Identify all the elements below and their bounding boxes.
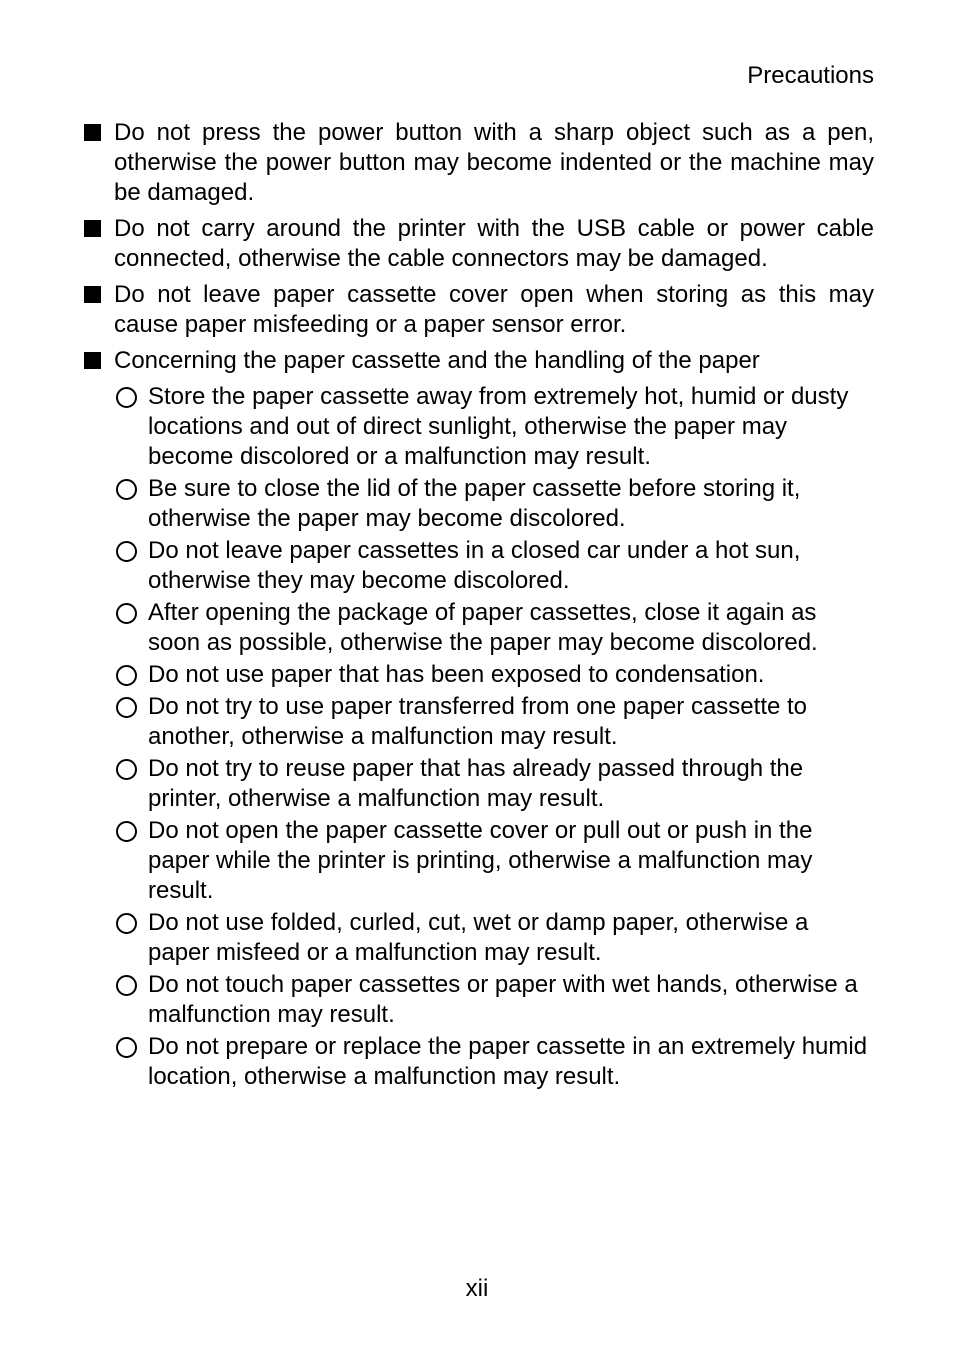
sub-list: Store the paper cassette away from extre… [114, 382, 874, 1092]
sub-list-item: Do not try to reuse paper that has alrea… [114, 754, 874, 814]
sub-item-text: Do not prepare or replace the paper cass… [148, 1033, 867, 1090]
list-item: Do not leave paper cassette cover open w… [80, 280, 874, 340]
sub-item-text: Do not try to reuse paper that has alrea… [148, 755, 803, 812]
sub-list-item: Do not try to use paper transferred from… [114, 692, 874, 752]
page-number: xii [0, 1275, 954, 1303]
sub-item-text: Do not open the paper cassette cover or … [148, 817, 812, 904]
sub-list-item: Do not leave paper cassettes in a closed… [114, 536, 874, 596]
main-list: Do not press the power button with a sha… [80, 118, 874, 1092]
page-header: Precautions [80, 62, 874, 90]
list-item-text: Do not leave paper cassette cover open w… [114, 281, 874, 338]
list-item-text: Concerning the paper cassette and the ha… [114, 347, 760, 374]
sub-item-text: Store the paper cassette away from extre… [148, 383, 848, 470]
sub-list-item: After opening the package of paper casse… [114, 598, 874, 658]
list-item-text: Do not carry around the printer with the… [114, 215, 874, 272]
sub-item-text: Do not leave paper cassettes in a closed… [148, 537, 800, 594]
sub-list-item: Do not use paper that has been exposed t… [114, 660, 874, 690]
sub-list-item: Store the paper cassette away from extre… [114, 382, 874, 472]
sub-item-text: Do not use paper that has been exposed t… [148, 661, 764, 688]
sub-item-text: Do not touch paper cassettes or paper wi… [148, 971, 858, 1028]
list-item: Do not carry around the printer with the… [80, 214, 874, 274]
sub-list-item: Do not prepare or replace the paper cass… [114, 1032, 874, 1092]
list-item: Do not press the power button with a sha… [80, 118, 874, 208]
sub-list-item: Do not touch paper cassettes or paper wi… [114, 970, 874, 1030]
sub-item-text: Do not try to use paper transferred from… [148, 693, 807, 750]
sub-list-item: Do not open the paper cassette cover or … [114, 816, 874, 906]
sub-item-text: Be sure to close the lid of the paper ca… [148, 475, 800, 532]
sub-list-item: Be sure to close the lid of the paper ca… [114, 474, 874, 534]
sub-item-text: After opening the package of paper casse… [148, 599, 818, 656]
sub-item-text: Do not use folded, curled, cut, wet or d… [148, 909, 808, 966]
list-item-text: Do not press the power button with a sha… [114, 119, 874, 206]
list-item: Concerning the paper cassette and the ha… [80, 346, 874, 1092]
sub-list-item: Do not use folded, curled, cut, wet or d… [114, 908, 874, 968]
